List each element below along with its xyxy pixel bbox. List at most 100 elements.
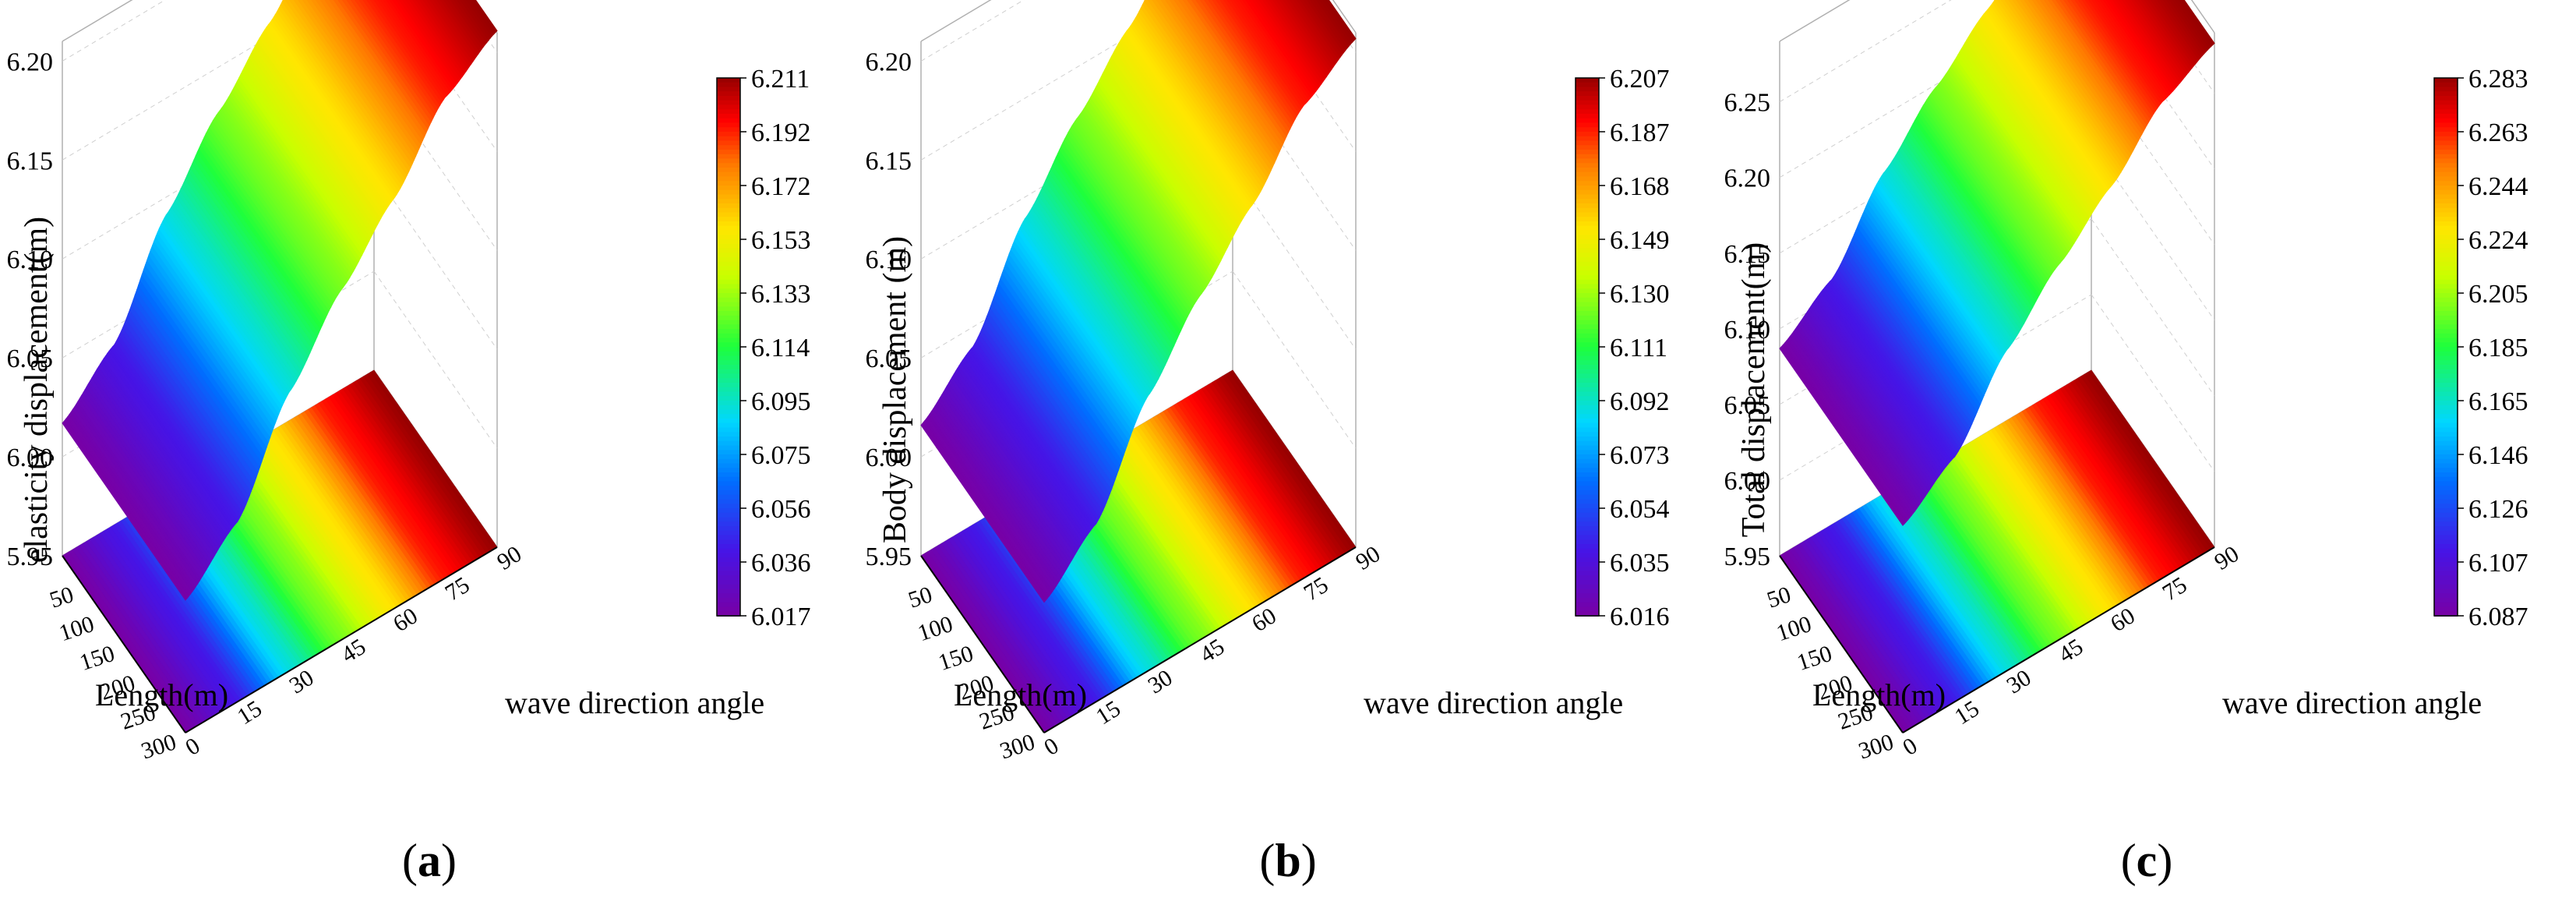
colorbar-segment — [717, 338, 740, 344]
colorbar-segment — [2434, 481, 2458, 487]
colorbar-segment — [2434, 186, 2458, 191]
colorbar-segment — [2434, 494, 2458, 500]
colorbar-segment — [1576, 409, 1599, 415]
colorbar-segment — [717, 333, 740, 339]
colorbar-segment — [1576, 494, 1599, 500]
colorbar-segment — [1576, 611, 1599, 617]
colorbar-segment — [2434, 351, 2458, 357]
colorbar-segment — [1576, 122, 1599, 129]
colorbar-segment — [717, 199, 740, 204]
colorbar-segment — [1576, 365, 1599, 370]
colorbar-segment — [717, 324, 740, 330]
colorbar-segment — [717, 203, 740, 209]
colorbar-segment — [2434, 158, 2458, 164]
colorbar-segment — [1576, 548, 1599, 554]
colorbar-segment — [717, 150, 740, 155]
colorbar-segment — [717, 468, 740, 473]
colorbar-segment — [2434, 486, 2458, 491]
colorbar-segment — [717, 270, 740, 276]
colorbar-segment — [1576, 526, 1599, 532]
colorbar-segment — [2434, 598, 2458, 603]
z-tick-label: 6.10 — [7, 246, 54, 274]
colorbar-segment — [1576, 176, 1599, 182]
colorbar-segment — [2434, 445, 2458, 451]
surface — [62, 0, 498, 601]
z-tick-label: 6.05 — [866, 345, 912, 373]
colorbar-segment — [1576, 571, 1599, 577]
colorbar-segment — [2434, 136, 2458, 142]
colorbar-segment — [717, 132, 740, 137]
colorbar-segment — [717, 360, 740, 366]
colorbar-segment — [2434, 288, 2458, 294]
colorbar-segment — [2434, 450, 2458, 455]
colorbar-segment — [717, 248, 740, 254]
colorbar-segment — [2434, 593, 2458, 599]
colorbar-segment — [717, 243, 740, 249]
colorbar-segment — [1576, 127, 1599, 133]
z-tick-label: 6.10 — [866, 246, 912, 274]
colorbar-segment — [2434, 432, 2458, 437]
colorbar-segment — [717, 91, 740, 97]
colorbar-segment — [717, 414, 740, 419]
colorbar-segment — [1576, 279, 1599, 285]
colorbar-segment — [717, 221, 740, 227]
colorbar-segment — [1576, 194, 1599, 200]
colorbar-segment — [717, 566, 740, 572]
colorbar-segment — [1576, 91, 1599, 97]
colorbar-segment — [717, 575, 740, 581]
length-tick-label: 300 — [1855, 729, 1897, 764]
colorbar-segment — [2434, 189, 2458, 196]
colorbar-segment — [1576, 284, 1599, 290]
colorbar-segment — [2434, 440, 2458, 447]
colorbar-segment — [717, 154, 740, 160]
colorbar-tick-label: 6.211 — [751, 65, 810, 94]
colorbar-segment — [717, 517, 740, 523]
colorbar-segment — [2434, 320, 2458, 326]
colorbar-segment — [717, 589, 740, 595]
chart-panel-a: 5.95 6.00 6.05 6.10 6.15 6.20 50 100 150 200 250 30… — [0, 0, 859, 919]
z-gridline — [1232, 270, 1357, 449]
colorbar-segment — [717, 562, 740, 567]
colorbar-segment — [2434, 109, 2458, 115]
colorbar-segment — [717, 486, 740, 491]
colorbar-segment — [2434, 171, 2458, 178]
colorbar-segment — [717, 490, 740, 496]
colorbar-segment — [717, 504, 740, 509]
colorbar-segment — [1576, 230, 1599, 236]
colorbar-segment — [2434, 311, 2458, 316]
angle-tick-label: 0 — [181, 733, 204, 761]
colorbar-segment — [717, 427, 740, 433]
floor-projection — [1779, 369, 2215, 733]
colorbar-segment — [1576, 606, 1599, 613]
colorbar-tick-label: 6.168 — [1610, 172, 1670, 201]
colorbar-segment — [1576, 575, 1599, 581]
colorbar-segment — [1576, 315, 1599, 321]
colorbar-tick-label: 6.149 — [1610, 226, 1670, 255]
colorbar-segment — [1576, 270, 1599, 276]
colorbar-segment — [717, 499, 740, 505]
colorbar-segment — [717, 96, 740, 101]
colorbar-segment — [717, 279, 740, 285]
colorbar-segment — [1576, 212, 1599, 218]
colorbar-segment — [1576, 225, 1599, 232]
colorbar-segment — [1576, 168, 1599, 173]
z-gridline — [2091, 294, 2215, 472]
colorbar-segment — [2434, 373, 2458, 380]
colorbar-segment — [2434, 454, 2458, 460]
z-gridline — [373, 270, 498, 449]
colorbar-segment — [717, 293, 740, 299]
colorbar-tick-label: 6.263 — [2468, 118, 2528, 147]
colorbar-segment — [2434, 275, 2458, 281]
colorbar-segment — [2434, 78, 2458, 83]
colorbar-segment — [717, 530, 740, 536]
colorbar-segment — [717, 230, 740, 236]
colorbar-segment — [2434, 150, 2458, 155]
colorbar-segment — [1576, 355, 1599, 362]
colorbar: 6.211 6.192 6.172 6.153 6.133 6.114 6.095 6.075… — [716, 65, 811, 631]
colorbar-segment — [1576, 369, 1599, 375]
colorbar-segment — [717, 553, 740, 559]
colorbar-segment — [2434, 87, 2458, 93]
colorbar-segment — [1576, 145, 1599, 150]
length-axis-line — [1779, 555, 1904, 733]
colorbar-tick-label: 6.056 — [751, 495, 811, 524]
